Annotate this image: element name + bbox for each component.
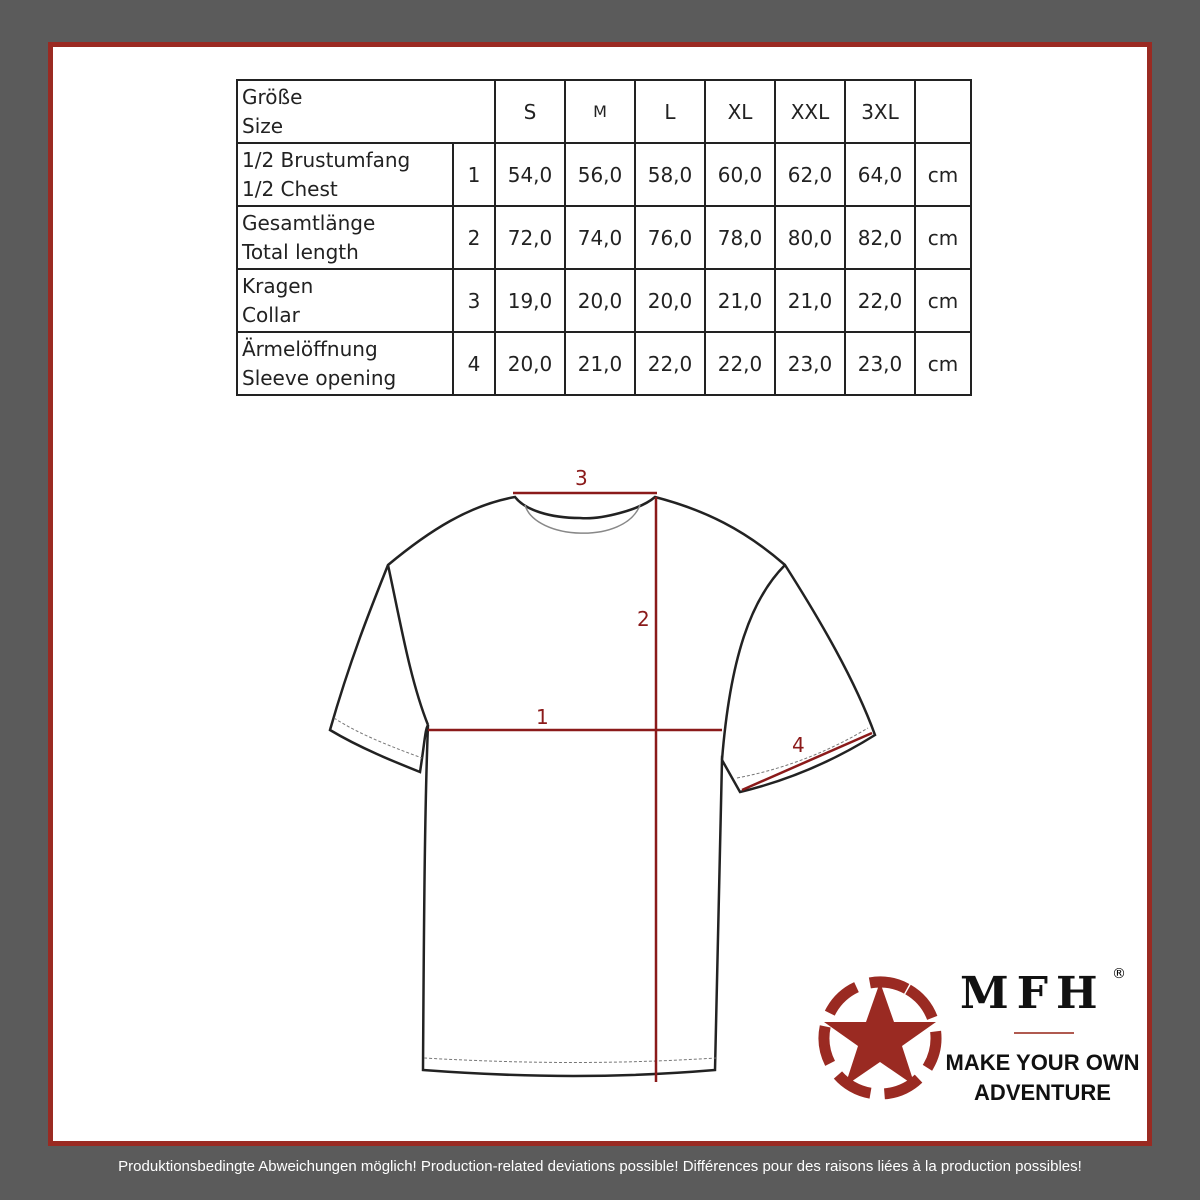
label-en: Collar (242, 302, 300, 327)
table-row: Ärmelöffnung Sleeve opening 4 20,0 21,0 22,0 2… (236, 331, 972, 396)
tagline: MAKE YOUR OWN ADVENTURE (945, 1048, 1140, 1108)
size-col: M (564, 79, 636, 144)
row-label: 1/2 Brustumfang 1/2 Chest (236, 142, 454, 207)
marker-1: 1 (536, 705, 549, 729)
size-header: Größe Size (236, 79, 496, 144)
label-en: Sleeve opening (242, 365, 397, 390)
tagline-line-2: ADVENTURE (974, 1080, 1111, 1105)
table-row: Gesamtlänge Total length 2 72,0 74,0 76,0 78,0… (236, 205, 972, 270)
cell-value: 21,0 (704, 268, 776, 333)
brand-logo: MFH (960, 968, 1106, 1019)
cell-value: 56,0 (564, 142, 636, 207)
star-logo-icon (818, 976, 942, 1100)
cell-value: 74,0 (564, 205, 636, 270)
header-en: Size (242, 113, 284, 138)
cell-value: 23,0 (844, 331, 916, 396)
label-de: Ärmelöffnung (242, 336, 378, 361)
registered-mark: ® (1112, 966, 1126, 982)
cell-value: 54,0 (494, 142, 566, 207)
marker-4: 4 (792, 733, 805, 757)
cell-value: 19,0 (494, 268, 566, 333)
tshirt-outline (328, 495, 877, 1078)
logo-divider (1014, 1032, 1074, 1034)
cell-value: 20,0 (564, 268, 636, 333)
size-col: L (634, 79, 706, 144)
size-table: Größe Size S M L XL XXL 3XL 1/2 Brustumfa… (236, 79, 972, 396)
label-de: 1/2 Brustumfang (242, 147, 411, 172)
row-label: Kragen Collar (236, 268, 454, 333)
cell-value: 20,0 (634, 268, 706, 333)
row-number: 3 (452, 268, 496, 333)
row-number: 4 (452, 331, 496, 396)
size-col: 3XL (844, 79, 916, 144)
row-label: Ärmelöffnung Sleeve opening (236, 331, 454, 396)
header-de: Größe (242, 84, 303, 109)
footer-disclaimer: Produktionsbedingte Abweichungen möglich… (118, 1158, 1082, 1175)
cell-value: 22,0 (704, 331, 776, 396)
measurement-lines (428, 491, 873, 1082)
cell-value: 62,0 (774, 142, 846, 207)
cell-value: 22,0 (844, 268, 916, 333)
cell-value: 58,0 (634, 142, 706, 207)
tagline-line-1: MAKE YOUR OWN (945, 1050, 1140, 1075)
label-en: 1/2 Chest (242, 176, 338, 201)
cell-value: 78,0 (704, 205, 776, 270)
table-row: 1/2 Brustumfang 1/2 Chest 1 54,0 56,0 58,0 60,… (236, 142, 972, 207)
cell-value: 64,0 (844, 142, 916, 207)
unit: cm (914, 142, 972, 207)
cell-value: 22,0 (634, 331, 706, 396)
size-col: XL (704, 79, 776, 144)
marker-2: 2 (637, 607, 650, 631)
cell-value: 76,0 (634, 205, 706, 270)
cell-value: 60,0 (704, 142, 776, 207)
marker-3: 3 (575, 466, 588, 490)
unit: cm (914, 205, 972, 270)
cell-value: 80,0 (774, 205, 846, 270)
row-label: Gesamtlänge Total length (236, 205, 454, 270)
unit: cm (914, 331, 972, 396)
table-row: Kragen Collar 3 19,0 20,0 20,0 21,0 21,0 22,0 cm (236, 268, 972, 333)
row-number: 2 (452, 205, 496, 270)
unit: cm (914, 268, 972, 333)
cell-value: 82,0 (844, 205, 916, 270)
unit-col (914, 79, 972, 144)
cell-value: 21,0 (774, 268, 846, 333)
label-de: Gesamtlänge (242, 210, 376, 235)
row-number: 1 (452, 142, 496, 207)
table-header-row: Größe Size S M L XL XXL 3XL (236, 79, 972, 144)
cell-value: 20,0 (494, 331, 566, 396)
cell-value: 21,0 (564, 331, 636, 396)
label-de: Kragen (242, 273, 314, 298)
cell-value: 72,0 (494, 205, 566, 270)
sleeve-line (741, 731, 873, 792)
size-col: S (494, 79, 566, 144)
cell-value: 23,0 (774, 331, 846, 396)
size-col: XXL (774, 79, 846, 144)
label-en: Total length (242, 239, 359, 264)
